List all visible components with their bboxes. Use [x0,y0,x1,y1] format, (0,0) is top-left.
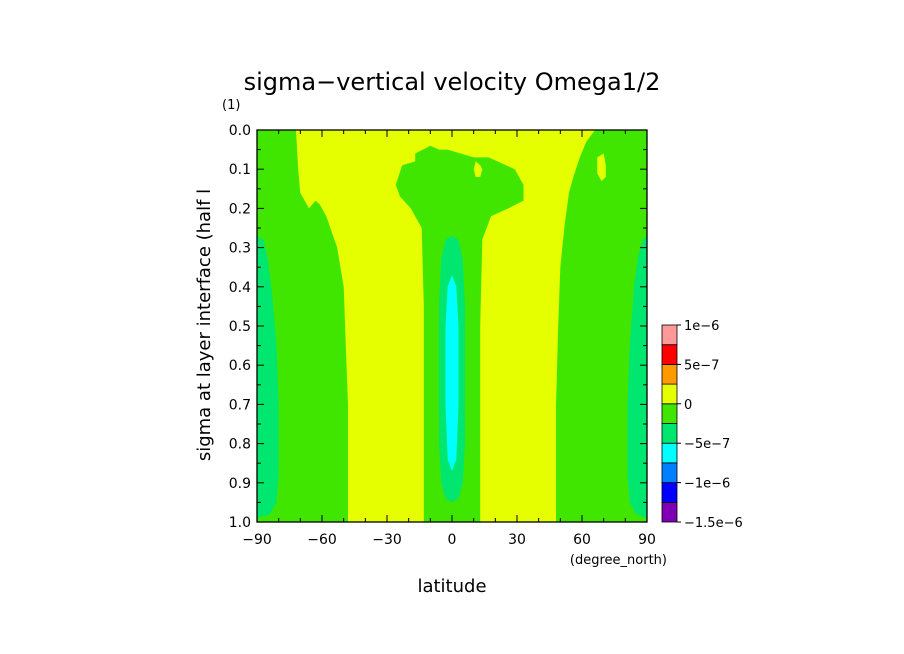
colorbar-swatch [661,423,678,444]
colorbar-swatch [661,403,678,424]
x-axis-label: latitude [417,576,486,597]
y-tick-label: 1.0 [229,515,251,531]
y-tick-label: 0.8 [229,437,251,453]
colorbar-swatch [661,383,678,405]
colorbar-swatch [661,501,678,523]
x-tick-label: 0 [448,532,457,548]
y-tick-label: 0.5 [229,319,251,335]
plot-area [256,129,648,523]
colorbar-label: 1e−6 [684,319,719,334]
colorbar-label: 5e−7 [684,358,719,373]
colorbar-label: −1e−6 [684,477,730,492]
colorbar: 1e−6 5e−7 0 −5e−7 −1e−6 −1.5e−6 [661,319,743,531]
x-tick-label: 30 [508,532,526,548]
south-polar-band [257,130,348,522]
y-tick-label: 0.4 [229,280,251,296]
colorbar-label: −5e−7 [684,437,730,452]
upper-level-island-left [473,161,483,177]
x-axis-unit: (degree_north) [570,553,667,568]
y-tick-label: 0.1 [229,162,251,178]
x-axis: −90 −60 −30 0 30 60 90 [242,130,656,548]
colorbar-swatch [661,344,678,365]
colorbar-swatch [661,482,678,503]
colorbar-label: 0 [684,398,692,413]
y-tick-label: 0.7 [229,397,251,413]
south-polar-core [257,235,279,519]
equatorial-minimum [445,275,459,471]
x-tick-label: 60 [573,532,591,548]
colorbar-swatch [661,462,678,483]
upper-level-island-right [597,153,606,181]
x-tick-label: −90 [242,532,272,548]
y-axis-label: sigma at layer interface (half l [194,189,215,461]
y-tick-label: 0.6 [229,358,251,374]
north-polar-band [556,130,647,522]
x-tick-label: 90 [638,532,656,548]
y-axis: 0.0 0.1 0.2 0.3 0.4 0.5 0.6 0.7 0.8 0.9 1.0 [229,123,647,531]
x-tick-label: −60 [307,532,337,548]
y-tick-label: 0.9 [229,476,251,492]
y-tick-label: 0.0 [229,123,251,139]
y-tick-label: 0.3 [229,241,251,257]
colorbar-swatch [661,324,678,346]
colorbar-swatch [661,363,678,385]
chart-title: sigma−vertical velocity Omega1/2 [244,68,661,96]
units-label: (1) [222,98,240,113]
colorbar-swatch [661,442,678,464]
north-polar-core [627,235,647,519]
y-tick-label: 0.2 [229,201,251,217]
x-tick-label: −30 [372,532,402,548]
colorbar-label: −1.5e−6 [684,516,743,531]
